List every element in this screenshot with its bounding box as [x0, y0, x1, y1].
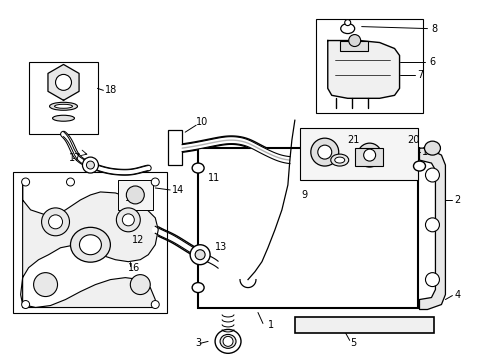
Text: 12: 12: [132, 235, 144, 245]
Circle shape: [190, 245, 210, 265]
Ellipse shape: [70, 227, 110, 262]
Circle shape: [21, 301, 30, 309]
Ellipse shape: [334, 157, 344, 163]
Circle shape: [223, 336, 233, 346]
Ellipse shape: [215, 329, 241, 353]
Text: 20: 20: [407, 135, 419, 145]
Polygon shape: [20, 180, 158, 307]
Circle shape: [41, 208, 69, 236]
Bar: [354, 148, 382, 166]
Circle shape: [86, 161, 94, 169]
Ellipse shape: [49, 102, 77, 110]
Text: 4: 4: [453, 289, 460, 300]
Bar: [118, 180, 153, 210]
Bar: [29, 62, 98, 134]
Ellipse shape: [413, 161, 425, 171]
Circle shape: [48, 215, 62, 229]
Circle shape: [21, 178, 30, 186]
Text: 18: 18: [105, 85, 118, 95]
Bar: [299, 128, 417, 180]
Circle shape: [82, 157, 98, 173]
Ellipse shape: [52, 115, 74, 121]
Text: 19: 19: [421, 147, 433, 157]
Circle shape: [195, 250, 204, 260]
Text: 7: 7: [417, 71, 423, 80]
Circle shape: [34, 273, 58, 297]
Polygon shape: [48, 64, 79, 100]
Ellipse shape: [220, 334, 236, 348]
Circle shape: [310, 138, 338, 166]
Text: 11: 11: [208, 173, 220, 183]
Text: 6: 6: [428, 58, 435, 67]
Circle shape: [363, 149, 375, 161]
Ellipse shape: [330, 154, 348, 166]
Text: 1: 1: [267, 320, 273, 330]
Ellipse shape: [340, 24, 354, 33]
Text: 16: 16: [128, 263, 140, 273]
Text: 17: 17: [68, 153, 81, 163]
Text: 3: 3: [195, 338, 201, 348]
Circle shape: [425, 218, 439, 232]
Text: 10: 10: [196, 117, 208, 127]
Text: 8: 8: [430, 24, 437, 33]
Text: 5: 5: [349, 338, 355, 348]
Bar: [294, 318, 433, 333]
Circle shape: [357, 143, 381, 167]
Bar: [198, 148, 417, 307]
Bar: [315, 19, 423, 113]
Circle shape: [116, 208, 140, 232]
Circle shape: [151, 301, 159, 309]
Circle shape: [317, 145, 331, 159]
Ellipse shape: [80, 235, 101, 255]
Text: 15: 15: [125, 193, 138, 203]
Text: 9: 9: [301, 190, 307, 200]
Bar: [13, 172, 167, 314]
Circle shape: [425, 273, 439, 287]
Circle shape: [151, 178, 159, 186]
Polygon shape: [327, 41, 399, 98]
Circle shape: [122, 214, 134, 226]
Bar: [168, 130, 182, 165]
Polygon shape: [419, 148, 445, 310]
Circle shape: [56, 75, 71, 90]
Ellipse shape: [192, 163, 203, 173]
Circle shape: [130, 275, 150, 294]
Circle shape: [66, 178, 74, 186]
Text: 13: 13: [215, 242, 227, 252]
Ellipse shape: [55, 104, 72, 108]
Text: 14: 14: [172, 185, 184, 195]
Text: 21: 21: [347, 135, 359, 145]
Circle shape: [126, 186, 144, 204]
Circle shape: [425, 168, 439, 182]
Circle shape: [348, 35, 360, 46]
Circle shape: [344, 20, 350, 26]
Text: 2: 2: [453, 195, 460, 205]
Bar: [339, 41, 367, 50]
Ellipse shape: [192, 283, 203, 293]
Ellipse shape: [424, 141, 440, 155]
